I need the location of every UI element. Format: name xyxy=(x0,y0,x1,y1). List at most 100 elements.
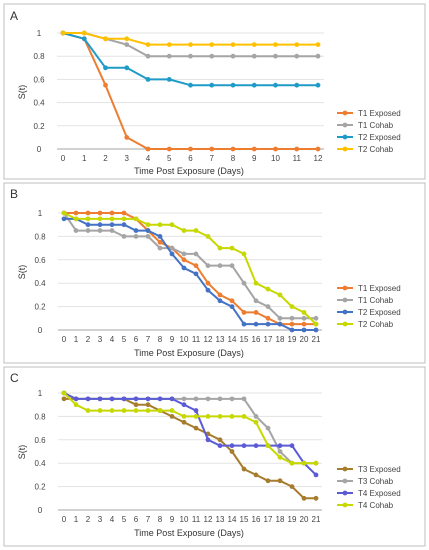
panel-a-t2-exposed-point xyxy=(166,77,172,82)
panel-b-y-tick-label: 0.8 xyxy=(34,232,46,241)
panel-b-x-tick-label: 3 xyxy=(98,335,103,344)
panel-b-t1-cohab-point xyxy=(181,251,187,257)
panel-c-t3-exposed-point xyxy=(301,495,307,501)
panel-b-t2-exposed-point xyxy=(241,321,247,327)
panel-b-t2-exposed-point xyxy=(193,271,199,277)
panel-a-t1-cohab-legend-marker xyxy=(342,122,348,128)
panel-c-t4-cohab-point xyxy=(253,419,259,425)
panel-b: B S(t) Time Post Exposure (Days) xyxy=(3,182,426,364)
panel-b-t2-exposed-line xyxy=(64,217,316,331)
panel-c-y-tick-label: 0.8 xyxy=(34,412,46,421)
panel-a-y-tick-label: 0.8 xyxy=(33,52,45,61)
panel-a-t2-cohab-point xyxy=(315,42,321,47)
panel-b-t2-cohab-point xyxy=(85,216,91,222)
panel-b-x-tick-label: 2 xyxy=(86,335,91,344)
panel-c-t3-exposed-point xyxy=(169,414,175,419)
panel-a-t1-cohab-point xyxy=(251,53,257,59)
panel-a-t1-exposed-point xyxy=(273,146,278,152)
panel-c-border xyxy=(3,366,426,547)
panel-c-t3-cohab-point xyxy=(277,449,283,454)
panel-c-y-tick-label: 0.2 xyxy=(34,483,46,492)
panel-b-t2-cohab-point xyxy=(193,228,199,233)
panel-a-t2-cohab-point xyxy=(60,30,66,36)
panel-b-y-tick-label: 0.6 xyxy=(34,256,46,265)
panel-c-x-tick-label: 16 xyxy=(252,515,261,524)
panel-c-x-tick-label: 20 xyxy=(300,515,309,524)
panel-b-t2-cohab-point xyxy=(253,280,259,286)
panel-b-t1-cohab-point xyxy=(253,298,259,304)
panel-c-t3-exposed-point xyxy=(217,437,223,443)
panel-c: C S(t) Time Post Exposure (Days) xyxy=(3,366,426,547)
panel-b-y-tick-label: 1 xyxy=(38,209,43,218)
panel-b-t2-exposed-point xyxy=(265,321,271,327)
panel-a-t2-exposed-point xyxy=(103,65,108,71)
panel-a-x-tick-label: 4 xyxy=(146,154,151,163)
panel-a-t1-exposed-point xyxy=(188,146,193,152)
panel-c-x-tick-label: 3 xyxy=(98,515,103,524)
panel-a-x-tick-label: 3 xyxy=(125,154,130,163)
panel-c-t4-cohab-point xyxy=(277,454,283,460)
panel-c-t3-exposed-point xyxy=(133,402,139,408)
panel-a-t2-cohab-point xyxy=(124,36,130,42)
panel-c-t3-exposed-point xyxy=(253,472,259,478)
panel-c-t4-exposed-point xyxy=(313,472,319,478)
panel-b-t2-cohab-point xyxy=(289,304,295,309)
panel-a-t2-cohab-point xyxy=(230,42,236,47)
panel-c-t3-cohab-point xyxy=(193,396,199,402)
panel-b-border xyxy=(3,182,426,364)
panel-a-t1-exposed-point xyxy=(166,146,172,152)
panel-b-y-tick-label: 0 xyxy=(38,326,43,335)
panel-b-x-tick-label: 1 xyxy=(74,335,79,344)
panel-a-t2-cohab-legend-marker xyxy=(342,146,348,152)
panel-a-t2-exposed-point xyxy=(294,82,300,88)
panel-c-t4-cohab-point xyxy=(301,460,307,466)
panel-c-x-tick-label: 8 xyxy=(158,515,163,524)
panel-b-t1-cohab-legend-marker xyxy=(342,297,348,303)
panel-b-t2-exposed-point xyxy=(217,298,223,304)
panel-b-t1-exposed-point xyxy=(229,298,235,304)
panel-b-t2-exposed-point xyxy=(61,216,67,222)
panel-a-t1-exposed-point xyxy=(103,82,108,88)
panel-c-t3-cohab-legend-label: T3 Cohab xyxy=(358,477,394,486)
panel-c-t4-cohab-point xyxy=(97,408,103,413)
panel-b-t2-cohab-point xyxy=(277,292,283,298)
panel-b-t1-cohab-point xyxy=(277,315,283,321)
panel-b-t2-exposed-point xyxy=(85,222,91,228)
panel-b-t1-cohab-point xyxy=(205,263,211,269)
panel-b-x-tick-label: 21 xyxy=(312,335,321,344)
panel-b-t2-exposed-point xyxy=(205,287,211,293)
panel-b-t1-exposed-point xyxy=(181,257,187,263)
panel-c-t4-cohab-point xyxy=(73,402,79,408)
panel-a-x-tick-label: 6 xyxy=(188,154,193,163)
panel-a-t1-cohab-point xyxy=(145,53,151,59)
panel-b-t2-exposed-point xyxy=(289,327,295,333)
panel-c-t3-exposed-point xyxy=(313,495,319,501)
panel-c-x-tick-label: 12 xyxy=(204,515,213,524)
panel-a-y-tick-label: 0.4 xyxy=(33,99,45,108)
panel-a-x-tick-label: 1 xyxy=(82,154,87,163)
panel-b-t1-cohab-point xyxy=(133,234,139,239)
panel-b-t2-exposed-point xyxy=(229,304,235,309)
panel-b-x-tick-label: 0 xyxy=(62,335,67,344)
panel-b-t1-cohab-point xyxy=(193,251,199,257)
panel-c-x-tick-label: 4 xyxy=(110,515,115,524)
panel-c-t3-exposed-point xyxy=(181,419,187,425)
panel-a-t1-cohab-point xyxy=(209,53,215,59)
panel-a-t2-exposed-legend-label: T2 Exposed xyxy=(358,133,401,142)
panel-a-t1-exposed-point xyxy=(251,146,257,152)
panel-b-t1-cohab-point xyxy=(121,234,127,239)
panel-a-x-tick-label: 7 xyxy=(210,154,215,163)
panel-a-y-tick-label: 1 xyxy=(37,29,42,38)
panel-b-t1-exposed-point xyxy=(205,280,211,286)
panel-c-t4-exposed-point xyxy=(169,396,175,402)
panel-b-t1-exposed-point xyxy=(265,315,271,321)
panel-c-t3-exposed-point xyxy=(289,484,295,489)
panel-a-x-tick-label: 5 xyxy=(167,154,172,163)
panel-a-t1-cohab-point xyxy=(273,53,278,59)
panel-c-t3-cohab-point xyxy=(229,396,235,402)
panel-c-x-tick-label: 5 xyxy=(122,515,127,524)
panel-b-x-tick-label: 19 xyxy=(288,335,297,344)
panel-a-t1-cohab-point xyxy=(230,53,236,59)
panel-c-t4-exposed-point xyxy=(277,443,283,449)
